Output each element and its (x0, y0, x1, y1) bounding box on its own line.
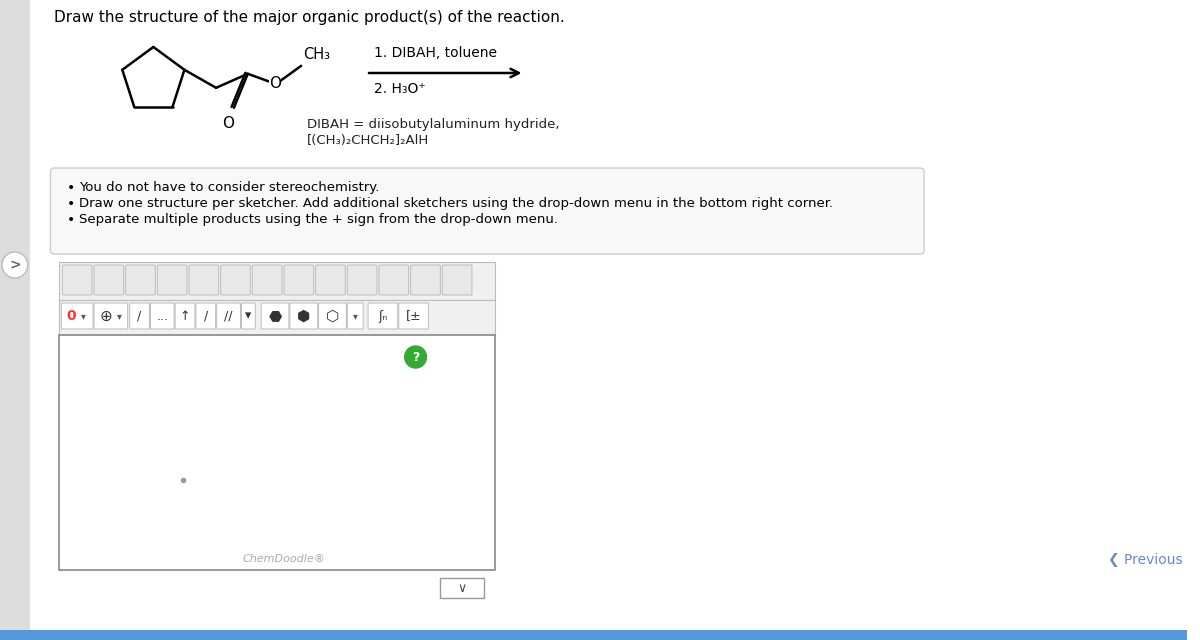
FancyBboxPatch shape (290, 303, 318, 329)
FancyBboxPatch shape (221, 265, 251, 295)
Text: 0: 0 (66, 309, 76, 323)
Circle shape (2, 252, 28, 278)
Text: /: / (204, 310, 208, 323)
Bar (0, 0, 30, 640)
FancyBboxPatch shape (126, 265, 155, 295)
Text: O: O (270, 76, 282, 92)
Bar (59, 262, 494, 300)
Bar (59, 335, 494, 570)
Text: Draw the structure of the major organic product(s) of the reaction.: Draw the structure of the major organic … (54, 10, 565, 25)
Text: 2. H₃O⁺: 2. H₃O⁺ (374, 82, 426, 96)
Text: ▾: ▾ (353, 311, 358, 321)
Text: ▾: ▾ (245, 310, 252, 323)
Text: •: • (67, 197, 76, 211)
FancyBboxPatch shape (368, 303, 397, 329)
FancyBboxPatch shape (252, 265, 282, 295)
Text: ⬢: ⬢ (298, 308, 311, 323)
FancyBboxPatch shape (347, 265, 377, 295)
Text: ChemDoodle®: ChemDoodle® (242, 554, 325, 564)
FancyBboxPatch shape (316, 265, 346, 295)
FancyBboxPatch shape (61, 303, 94, 329)
Text: You do not have to consider stereochemistry.: You do not have to consider stereochemis… (79, 181, 379, 194)
Text: Separate multiple products using the + sign from the drop-down menu.: Separate multiple products using the + s… (79, 213, 558, 226)
Text: >: > (10, 258, 20, 272)
Text: ↑: ↑ (180, 310, 191, 323)
Text: ▾: ▾ (118, 311, 122, 321)
FancyBboxPatch shape (94, 265, 124, 295)
Text: •: • (67, 213, 76, 227)
FancyBboxPatch shape (175, 303, 194, 329)
FancyBboxPatch shape (188, 265, 218, 295)
FancyBboxPatch shape (379, 265, 409, 295)
FancyBboxPatch shape (398, 303, 428, 329)
FancyBboxPatch shape (157, 265, 187, 295)
Text: CH₃: CH₃ (304, 47, 330, 62)
FancyBboxPatch shape (443, 265, 472, 295)
Bar (0, 630, 1187, 640)
Text: /: / (137, 310, 142, 323)
Text: [±: [± (406, 310, 421, 323)
Circle shape (404, 346, 426, 368)
FancyBboxPatch shape (284, 265, 313, 295)
Text: ?: ? (412, 351, 419, 364)
Text: •: • (67, 181, 76, 195)
Text: ❮ Previous: ❮ Previous (1109, 553, 1183, 567)
Text: //: // (224, 310, 233, 323)
FancyBboxPatch shape (217, 303, 240, 329)
Text: ⬡: ⬡ (325, 308, 340, 323)
FancyBboxPatch shape (150, 303, 174, 329)
Text: ...: ... (156, 310, 168, 323)
Text: ʃₙ: ʃₙ (378, 310, 388, 323)
FancyBboxPatch shape (319, 303, 347, 329)
FancyBboxPatch shape (50, 168, 924, 254)
Text: ▾: ▾ (80, 311, 85, 321)
Text: ⬣: ⬣ (269, 308, 282, 323)
Text: 1. DIBAH, toluene: 1. DIBAH, toluene (374, 46, 497, 60)
FancyBboxPatch shape (196, 303, 216, 329)
Text: DIBAH = diisobutylaluminum hydride,: DIBAH = diisobutylaluminum hydride, (307, 118, 559, 131)
Text: ∨: ∨ (457, 582, 467, 595)
FancyBboxPatch shape (262, 303, 289, 329)
Text: ⊕: ⊕ (100, 308, 113, 323)
FancyBboxPatch shape (241, 303, 256, 329)
FancyBboxPatch shape (130, 303, 150, 329)
FancyBboxPatch shape (410, 265, 440, 295)
Bar (59, 300, 494, 335)
FancyBboxPatch shape (94, 303, 127, 329)
Text: Draw one structure per sketcher. Add additional sketchers using the drop-down me: Draw one structure per sketcher. Add add… (79, 197, 833, 210)
FancyBboxPatch shape (347, 303, 364, 329)
Text: O: O (222, 116, 234, 131)
FancyBboxPatch shape (62, 265, 92, 295)
Text: [(CH₃)₂CHCH₂]₂AlH: [(CH₃)₂CHCH₂]₂AlH (307, 134, 428, 147)
FancyBboxPatch shape (440, 578, 484, 598)
